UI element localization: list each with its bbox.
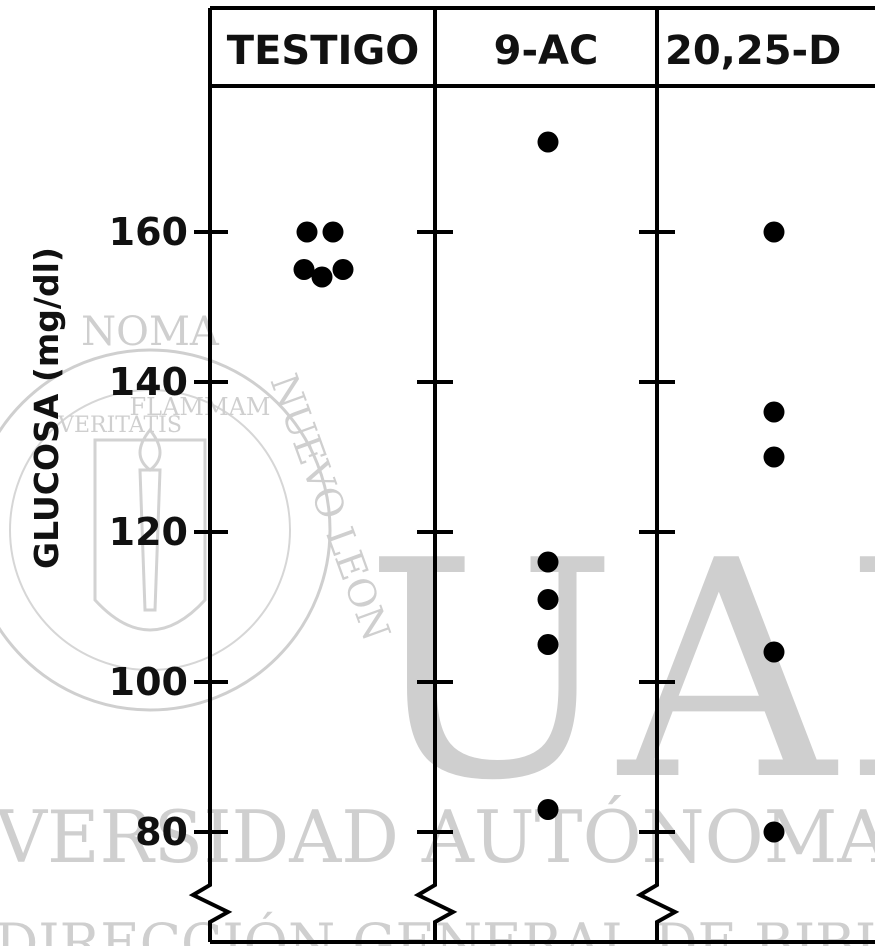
watermark-seal-inner-ring (9, 389, 291, 671)
watermark: NOMA NUEVO LEON FLAMMAM VERITATIS UAN VE… (0, 309, 875, 946)
data-point-2-4 (537, 634, 559, 655)
data-point-3-1 (763, 221, 785, 243)
data-point-2-3 (537, 589, 559, 610)
axis-line-testigo (188, 8, 233, 942)
y-axis-ticks (194, 230, 675, 834)
data-point-1-5 (311, 266, 333, 288)
watermark-line-middle: VERSIDAD AUTÓNOMA DE NUEV (0, 793, 875, 879)
y-axis-tick-labels: 80 100 120 140 160 (109, 210, 188, 854)
y-tick-label-80: 80 (135, 810, 188, 854)
watermark-motto-1: FLAMMAM (130, 393, 271, 421)
axis-line-2025d (635, 8, 680, 942)
panel-label-testigo: TESTIGO (227, 28, 419, 74)
chart-frame (188, 6, 875, 944)
data-point-1-2 (322, 221, 344, 243)
watermark-motto-2: VERITATIS (57, 413, 182, 438)
y-tick-label-140: 140 (109, 360, 188, 404)
watermark-ring-top: NOMA (81, 309, 220, 355)
data-points (293, 131, 785, 843)
data-point-3-2 (763, 401, 785, 423)
data-point-1-1 (296, 221, 318, 243)
data-point-3-5 (763, 821, 785, 843)
data-point-2-5 (537, 799, 559, 820)
watermark-seal-ring (0, 348, 332, 712)
y-axis-title: GLUCOSA (mg/dl) (27, 247, 66, 569)
data-point-2-1 (537, 131, 559, 153)
watermark-shield (93, 438, 207, 632)
watermark-torch (138, 427, 162, 612)
y-tick-label-100: 100 (109, 660, 188, 704)
panel-label-9ac: 9-AC (494, 28, 599, 74)
data-point-1-4 (332, 259, 354, 280)
axis-line-9ac (413, 8, 458, 942)
watermark-big-letters: UAN (365, 497, 875, 846)
data-point-2-2 (537, 551, 559, 573)
data-point-3-3 (763, 446, 785, 468)
panel-labels: TESTIGO 9-AC 20,25-D (227, 28, 842, 74)
y-tick-label-120: 120 (109, 510, 188, 554)
y-tick-label-160: 160 (109, 210, 188, 254)
data-point-3-4 (763, 641, 785, 663)
panel-label-2025d: 20,25-D (665, 28, 841, 74)
data-point-1-3 (293, 259, 315, 280)
